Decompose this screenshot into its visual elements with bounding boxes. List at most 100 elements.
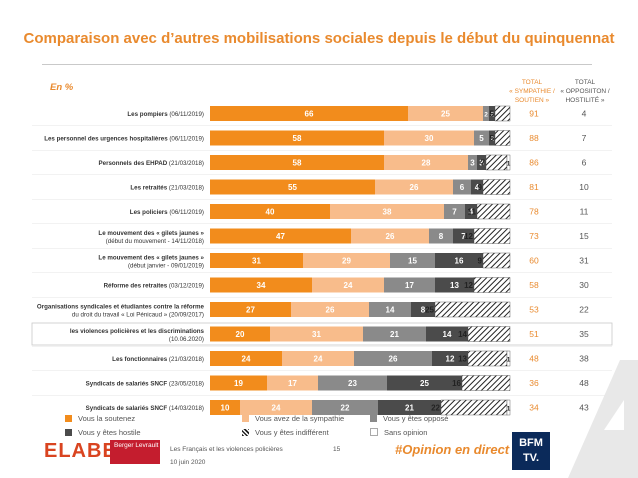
data-label: 40 xyxy=(266,208,275,217)
data-label: 19 xyxy=(234,379,243,388)
bar-segment xyxy=(476,203,511,220)
unit-label: En % xyxy=(50,82,74,93)
bar-segment xyxy=(489,106,495,121)
total-sympathie-value: 58 xyxy=(529,280,539,290)
category-label: Les fonctionnaires (21/03/2018) xyxy=(112,356,204,363)
bar-segment xyxy=(210,130,384,146)
bar-segment xyxy=(435,277,474,293)
total-opposition-value: 43 xyxy=(579,403,589,413)
data-label: 5 xyxy=(479,134,484,143)
data-label: 21 xyxy=(405,404,414,413)
bar-segment xyxy=(494,105,511,122)
bar-segment xyxy=(270,326,363,342)
bar-segment xyxy=(387,375,462,391)
data-label: 13 xyxy=(458,355,467,364)
decorative-a-shape xyxy=(568,360,638,478)
total-sympathie-value: 88 xyxy=(529,133,539,143)
bar-segment xyxy=(210,400,240,415)
bar-segment xyxy=(506,154,511,171)
data-label: 7 xyxy=(452,208,457,217)
legend-item-sans-opinion: Sans opinion xyxy=(370,428,427,437)
data-label: 2 xyxy=(490,136,494,143)
col-opp-line-1: TOTAL xyxy=(574,79,596,86)
data-label: 1 xyxy=(507,357,511,364)
footer-date: 10 juin 2020 xyxy=(170,459,206,466)
bar-segment xyxy=(210,277,312,293)
bfm-tv-logo: BFM TV. xyxy=(512,432,550,470)
elabe-logo: ELABE xyxy=(44,440,117,462)
legend-label: Vous avez de la sympathie xyxy=(255,414,345,423)
col-sym-line-1: TOTAL xyxy=(521,79,543,86)
data-label: 29 xyxy=(342,257,351,266)
bar-segment xyxy=(494,130,511,146)
data-label: 8 xyxy=(439,232,444,241)
bar-segment xyxy=(411,302,435,317)
category-label: Les pompiers (06/11/2019) xyxy=(127,111,204,118)
highlight-row-frame xyxy=(31,322,613,346)
data-label: 38 xyxy=(383,208,392,217)
legend-swatch xyxy=(370,415,377,422)
bar-segment xyxy=(210,253,303,268)
bar-segment xyxy=(453,228,474,244)
bar-segment xyxy=(363,326,426,342)
total-opposition-value: 48 xyxy=(579,378,589,388)
data-label: 4 xyxy=(469,208,474,217)
total-sympathie-value: 91 xyxy=(529,109,539,119)
bar-segment xyxy=(378,400,441,415)
data-label: 66 xyxy=(305,110,314,119)
data-label: 2 xyxy=(484,112,488,119)
total-sympathie-value: 34 xyxy=(529,403,539,413)
data-label: 14 xyxy=(386,306,395,315)
bar-segment xyxy=(210,204,330,219)
legend-label: Sans opinion xyxy=(384,428,428,437)
bar-segment xyxy=(240,400,312,415)
bar-segment xyxy=(210,155,384,170)
bar-segment xyxy=(210,326,270,342)
col-opp-line-2: « OPPOSIITON / xyxy=(560,88,610,95)
bar-segment xyxy=(384,130,474,146)
legend-label: Vous y êtes opposé xyxy=(383,414,449,423)
bar-segment xyxy=(465,204,477,219)
data-label: 25 xyxy=(425,306,434,315)
bar-segment xyxy=(477,155,486,170)
bar-segment xyxy=(426,326,468,342)
bar-segment xyxy=(384,155,468,170)
footer-source: Les Français et les violences policières xyxy=(170,446,283,453)
legend-swatch xyxy=(65,429,72,436)
data-label: 16 xyxy=(452,379,461,388)
legend-item-indifferent: Vous y êtes indifférent xyxy=(242,428,329,437)
data-label: 26 xyxy=(389,355,398,364)
bar-segment xyxy=(482,252,511,269)
bar-segment xyxy=(303,253,390,268)
column-header-total-sympathie: TOTAL « SYMPATHIE / SOUTIEN » xyxy=(506,78,558,105)
data-label: 28 xyxy=(422,159,431,168)
bar-segment xyxy=(210,351,282,366)
data-label: 26 xyxy=(386,232,395,241)
bar-segment xyxy=(467,350,508,367)
data-label: 26 xyxy=(326,306,335,315)
data-label: 27 xyxy=(246,306,255,315)
bar-segment xyxy=(330,204,444,219)
total-opposition-value: 31 xyxy=(579,256,589,266)
bar-segment xyxy=(473,228,511,244)
legend-label: Vous y êtes hostile xyxy=(78,428,141,437)
bar-segment xyxy=(210,302,291,317)
bar-segment xyxy=(453,179,471,195)
page-number: 15 xyxy=(333,446,341,453)
data-label: 55 xyxy=(288,183,297,192)
bar-segment xyxy=(489,130,495,146)
total-sympathie-value: 86 xyxy=(529,158,539,168)
legend-label: Vous y êtes indifférent xyxy=(255,428,329,437)
bar-segment xyxy=(467,326,511,342)
data-label: 9 xyxy=(478,257,483,266)
bar-segment xyxy=(390,253,435,268)
total-sympathie-value: 36 xyxy=(529,378,539,388)
data-label: 24 xyxy=(314,355,323,364)
legend-item-soutien: Vous la soutenez xyxy=(65,414,135,423)
category-label: Les policiers (06/11/2019) xyxy=(130,209,204,216)
category-label: Personnels des EHPAD (21/03/2018) xyxy=(99,160,204,167)
data-label: 25 xyxy=(420,379,429,388)
legend-swatch xyxy=(370,428,378,436)
data-label: 13 xyxy=(450,281,459,290)
